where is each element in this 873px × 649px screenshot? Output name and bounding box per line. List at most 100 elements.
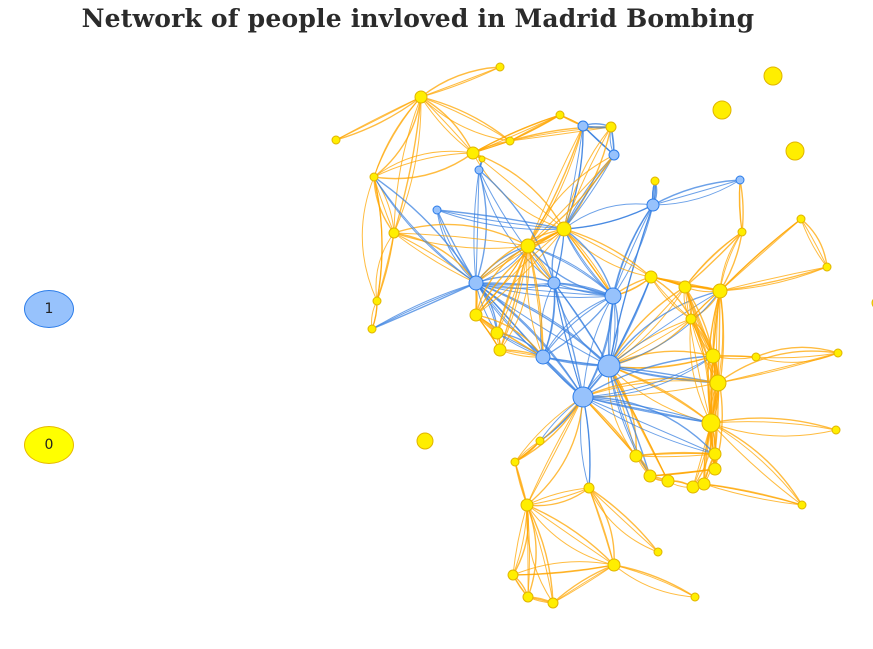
network-edge — [526, 504, 615, 566]
network-node-group-1[interactable] — [468, 275, 484, 291]
network-node-group-0[interactable] — [822, 262, 832, 272]
network-node-group-0[interactable] — [785, 141, 805, 161]
network-node-group-0[interactable] — [520, 238, 536, 254]
network-edge — [393, 96, 422, 234]
network-edge — [475, 282, 610, 367]
network-edge — [710, 422, 803, 506]
network-node-group-0[interactable] — [697, 477, 711, 491]
network-node-group-0[interactable] — [505, 136, 515, 146]
network-node-group-0[interactable] — [685, 313, 697, 325]
network-node-group-0[interactable] — [388, 227, 400, 239]
network-node-group-0[interactable] — [686, 480, 700, 494]
network-node-group-0[interactable] — [469, 308, 483, 322]
network-node-group-0[interactable] — [556, 221, 572, 237]
network-node-group-0[interactable] — [701, 413, 721, 433]
network-node-group-0[interactable] — [705, 348, 721, 364]
network-node-group-0[interactable] — [369, 172, 379, 182]
network-edge — [512, 564, 615, 576]
network-node-group-0[interactable] — [583, 482, 595, 494]
network-node-group-0[interactable] — [708, 462, 722, 476]
network-node-group-0[interactable] — [331, 135, 341, 145]
network-edge — [475, 282, 544, 358]
network-node-group-0[interactable] — [797, 500, 807, 510]
network-node-group-0[interactable] — [644, 270, 658, 284]
network-node-group-0[interactable] — [708, 447, 722, 461]
network-node-group-1[interactable] — [646, 198, 660, 212]
network-node-group-1[interactable] — [735, 175, 745, 185]
network-node-group-0[interactable] — [607, 558, 621, 572]
network-edge — [512, 504, 528, 576]
network-node-group-0[interactable] — [737, 227, 747, 237]
network-node-group-0[interactable] — [690, 592, 700, 602]
network-node-group-0[interactable] — [833, 348, 843, 358]
network-node-group-0[interactable] — [555, 110, 565, 120]
network-node-group-0[interactable] — [629, 449, 643, 463]
network-edge — [393, 96, 422, 234]
network-node-group-0[interactable] — [414, 90, 428, 104]
network-node-group-1[interactable] — [535, 349, 551, 365]
network-node-group-0[interactable] — [510, 457, 520, 467]
network-edge — [563, 228, 614, 297]
network-node-group-0[interactable] — [507, 569, 519, 581]
network-node-group-1[interactable] — [608, 149, 620, 161]
network-edge — [527, 245, 544, 358]
network-node-group-0[interactable] — [520, 498, 534, 512]
network-edge — [512, 504, 529, 576]
network-edge — [475, 282, 584, 398]
network-edge — [373, 176, 477, 284]
network-node-group-0[interactable] — [650, 176, 660, 186]
network-node-group-1[interactable] — [604, 287, 622, 305]
network-edge — [475, 314, 544, 358]
network-node-group-0[interactable] — [796, 214, 806, 224]
network-edge — [475, 282, 610, 367]
network-edge — [613, 564, 696, 598]
network-node-group-0[interactable] — [709, 374, 727, 392]
network-edge — [690, 318, 712, 424]
network-edge — [563, 126, 612, 230]
network-edge — [420, 96, 474, 154]
network-edge — [475, 245, 529, 316]
network-edge — [588, 487, 615, 566]
network-node-group-1[interactable] — [597, 354, 621, 378]
network-node-group-0[interactable] — [478, 155, 486, 163]
network-edge — [393, 232, 477, 284]
network-node-group-0[interactable] — [495, 62, 505, 72]
network-node-group-0[interactable] — [416, 432, 434, 450]
network-edge — [373, 152, 474, 178]
network-node-group-0[interactable] — [678, 280, 692, 294]
network-node-group-0[interactable] — [712, 100, 732, 120]
network-node-group-0[interactable] — [372, 296, 382, 306]
network-node-group-0[interactable] — [653, 547, 663, 557]
network-node-group-1[interactable] — [432, 205, 442, 215]
network-node-group-1[interactable] — [572, 386, 594, 408]
network-node-group-0[interactable] — [751, 352, 761, 362]
legend-group-0[interactable]: 0 — [24, 426, 74, 464]
network-edge — [608, 286, 686, 367]
network-edge — [542, 295, 614, 358]
network-node-group-0[interactable] — [493, 343, 507, 357]
network-edge — [755, 346, 839, 358]
network-edge — [608, 365, 651, 477]
network-node-group-0[interactable] — [490, 326, 504, 340]
network-node-group-0[interactable] — [367, 324, 377, 334]
network-node-group-0[interactable] — [547, 597, 559, 609]
network-edge — [684, 286, 712, 424]
network-node-group-1[interactable] — [577, 120, 589, 132]
network-edge — [553, 282, 584, 398]
network-edge — [607, 204, 654, 367]
network-node-group-0[interactable] — [466, 146, 480, 160]
network-node-group-1[interactable] — [474, 165, 484, 175]
network-node-group-0[interactable] — [605, 121, 617, 133]
network-node-group-0[interactable] — [522, 591, 534, 603]
network-node-group-0[interactable] — [831, 425, 841, 435]
network-edge — [420, 66, 501, 98]
network-node-group-1[interactable] — [547, 276, 561, 290]
legend-group-1[interactable]: 1 — [24, 290, 74, 328]
network-node-group-0[interactable] — [763, 66, 783, 86]
network-edge — [436, 209, 477, 284]
network-node-group-0[interactable] — [661, 474, 675, 488]
network-node-group-0[interactable] — [643, 469, 657, 483]
network-node-group-0[interactable] — [535, 436, 545, 446]
network-node-group-0[interactable] — [712, 283, 728, 299]
